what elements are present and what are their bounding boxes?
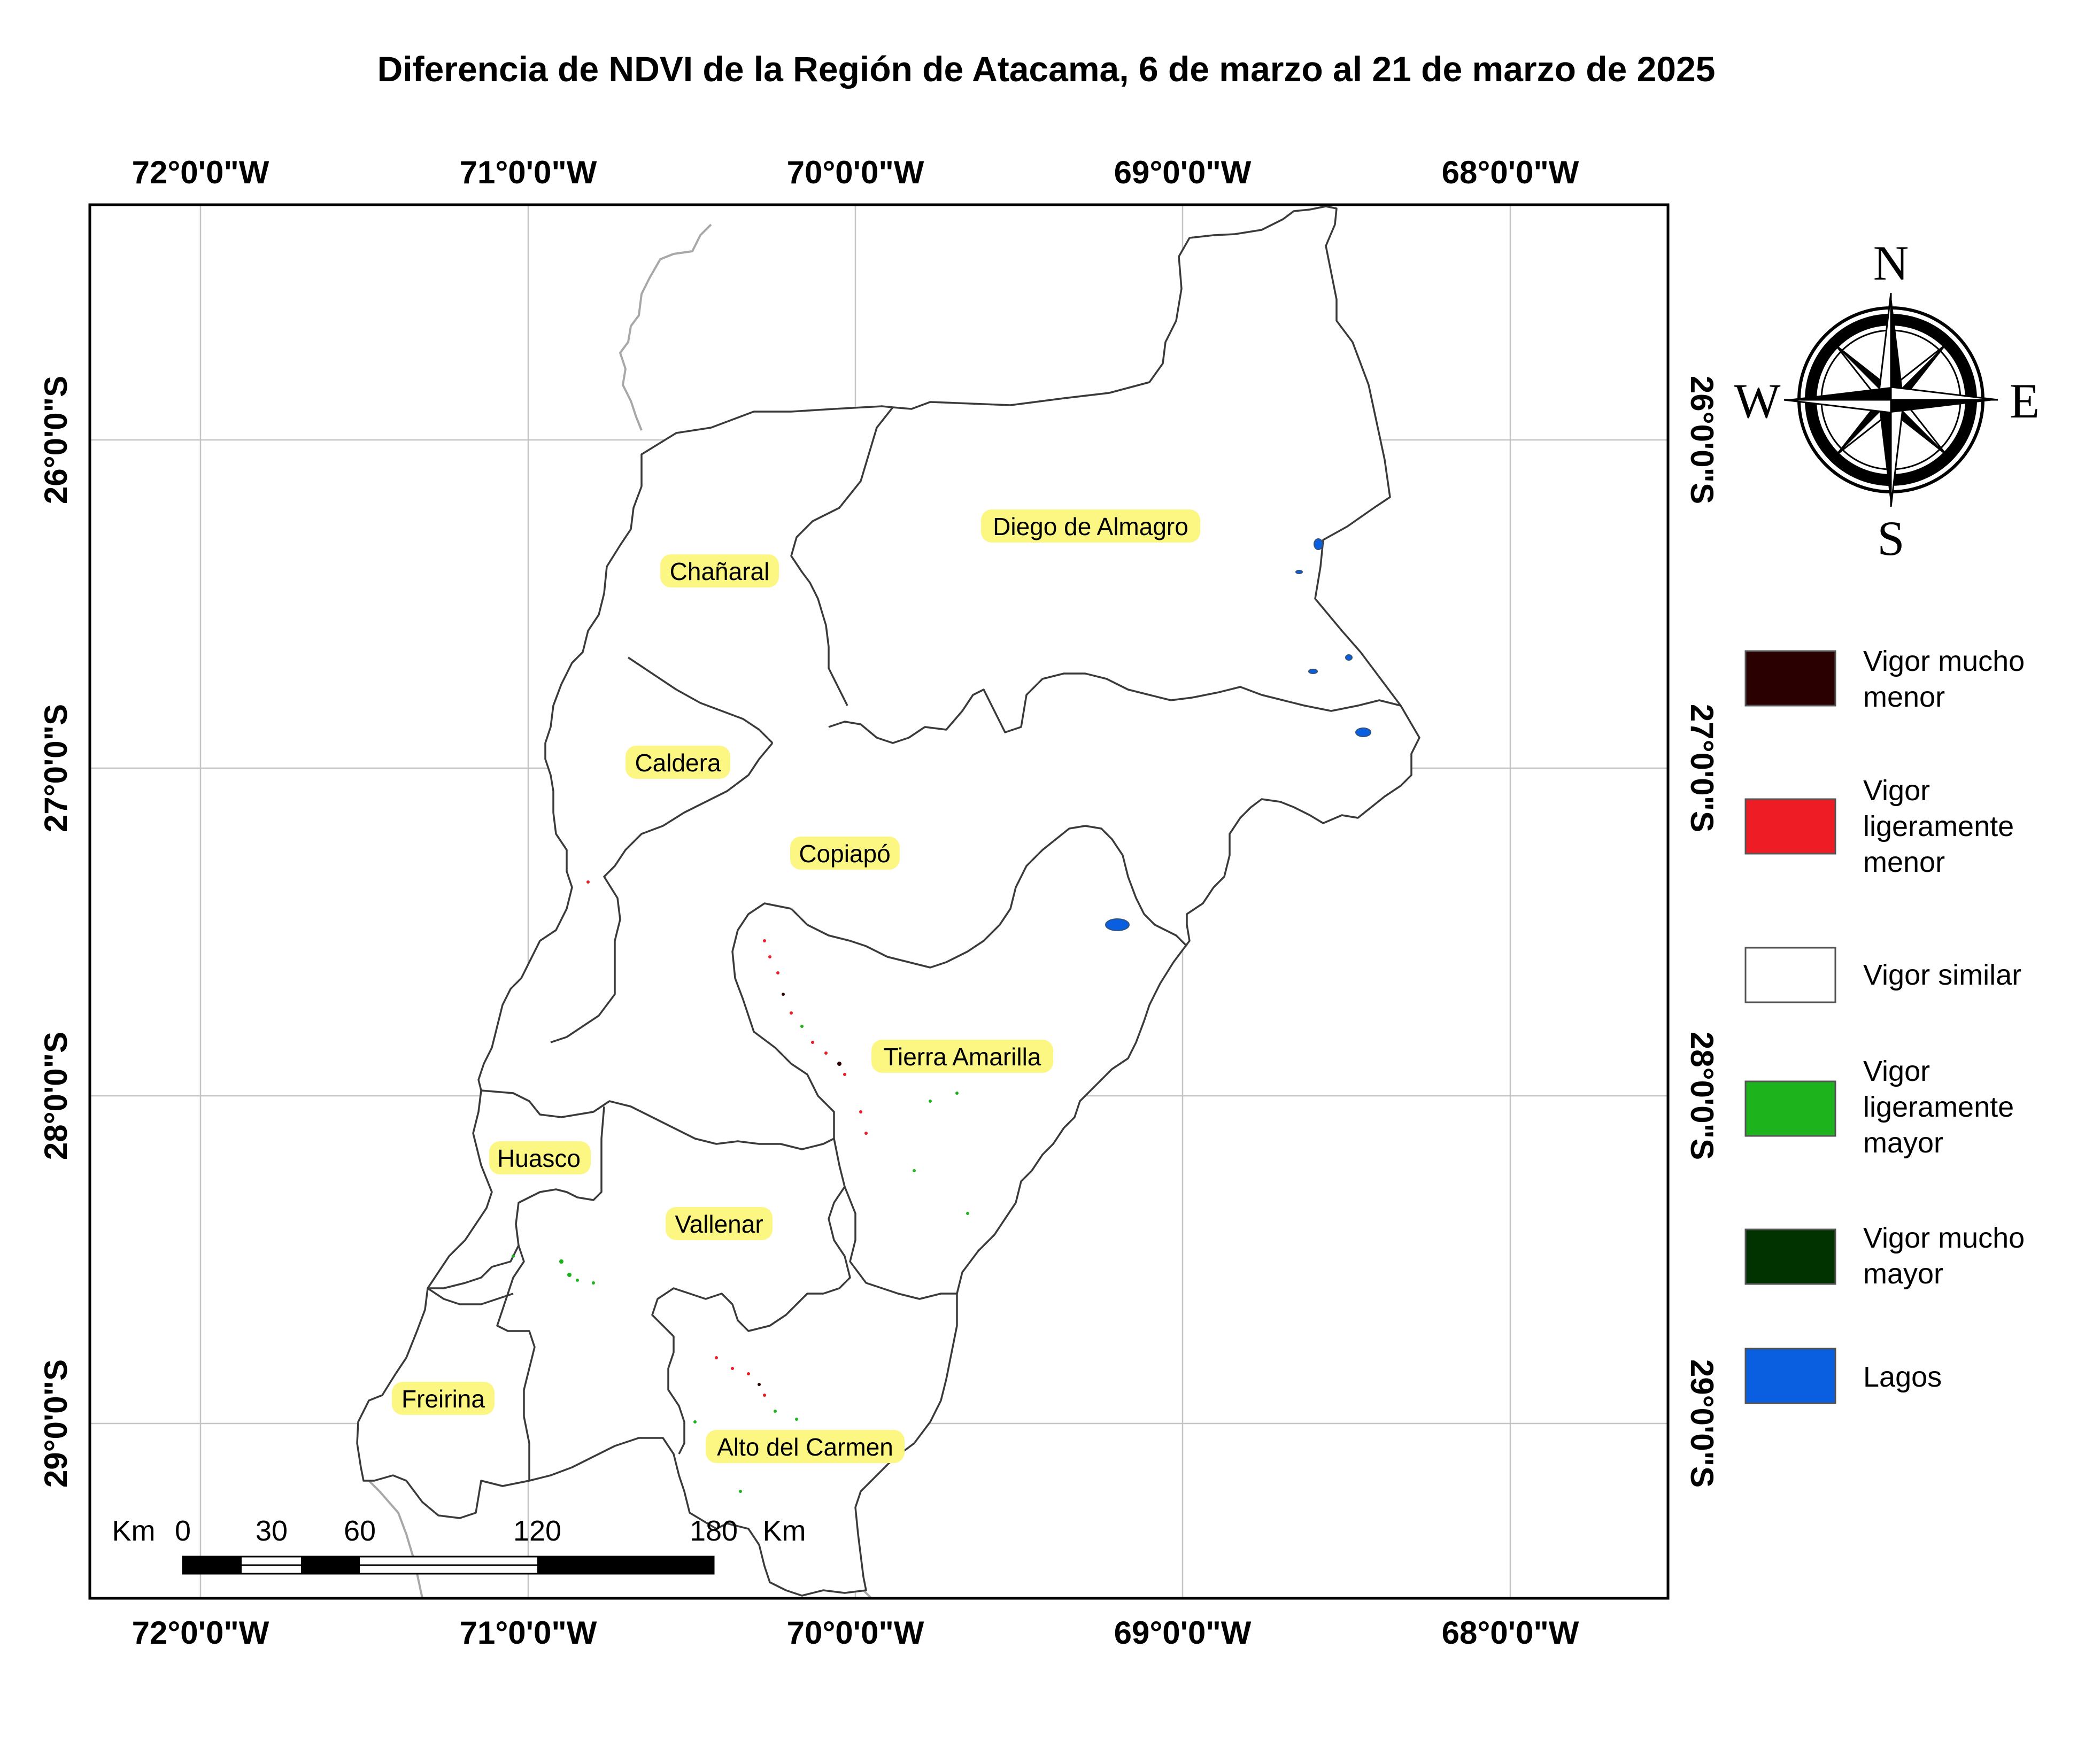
commune-labels: Diego de Almagro Chañaral Caldera Copiap… [392,509,1200,1463]
compass-rose-icon: N S E W [1734,236,2040,566]
label-vallenar: Vallenar [675,1210,763,1238]
legend-label: Vigor mucho [1863,1222,2025,1254]
label-alto-del-carmen: Alto del Carmen [717,1433,893,1461]
boundary-vallenar-freirina [496,1245,536,1481]
legend-label: mayor [1863,1258,1943,1290]
lon-label-bottom-69w: 69°0'0"W [1114,1615,1252,1651]
legend-swatch [1744,798,1836,855]
lon-label-top-69w: 69°0'0"W [1114,154,1252,190]
boundary-huasco-vallenar [428,1106,605,1289]
lon-label-bottom-70w: 70°0'0"W [787,1615,924,1651]
boundary-chanaral-caldera [628,656,774,744]
boundary-copiapo-huasco [481,1089,835,1150]
legend-swatch [1744,1228,1836,1285]
lon-label-top-72w: 72°0'0"W [132,154,269,190]
scale-bar: Km 0 30 60 120 180 Km [112,1515,806,1575]
ndvi-change-pixels [512,880,969,1493]
boundary-tierra-amarilla-east [790,825,1188,969]
legend-item-lagos: Lagos [1744,1348,1942,1404]
longitude-labels-bottom: 72°0'0"W 71°0'0"W 70°0'0"W 69°0'0"W 68°0… [132,1615,1579,1651]
boundary-chanaral-diego [790,406,894,706]
lat-label-left-26s: 26°0'0"S [38,376,74,504]
legend-label: Vigor [1863,775,1930,807]
latitude-labels-right: 26°0'0"S 27°0'0"S 28°0'0"S 29°0'0"S [1684,376,1720,1488]
lon-label-bottom-72w: 72°0'0"W [132,1615,269,1651]
scale-tick-30: 30 [256,1515,288,1547]
atacama-region [356,205,1420,1597]
lon-label-bottom-68w: 68°0'0"W [1442,1615,1579,1651]
legend-item-vigor-mucho-menor: Vigor mucho menor [1744,645,2025,713]
region-outline [356,205,1420,1597]
lon-label-top-70w: 70°0'0"W [787,154,924,190]
legend-label: Vigor mucho [1863,645,2025,677]
latitude-labels-left: 26°0'0"S 27°0'0"S 28°0'0"S 29°0'0"S [38,376,74,1488]
legend-swatch [1744,1348,1836,1404]
boundary-diego-copiapo [828,672,1401,744]
map-title: Diferencia de NDVI de la Región de Ataca… [377,49,1716,89]
legend-label: Lagos [1863,1361,1942,1393]
scale-unit-right: Km [763,1515,806,1547]
lon-label-bottom-71w: 71°0'0"W [460,1615,597,1651]
boundary-vallenar-alto [651,1186,851,1454]
scale-tick-120: 120 [513,1515,561,1547]
label-chanaral: Chañaral [670,558,770,585]
lat-label-right-29s: 29°0'0"S [1684,1359,1720,1488]
legend-label: menor [1863,846,1945,878]
scale-tick-0: 0 [175,1515,191,1547]
scale-tick-180: 180 [690,1515,738,1547]
compass-south: S [1877,511,1904,566]
lakes [1105,538,1371,931]
label-diego-de-almagro: Diego de Almagro [993,513,1188,540]
legend-label: Vigor similar [1863,959,2021,991]
lon-label-top-68w: 68°0'0"W [1442,154,1579,190]
label-freirina: Freirina [401,1385,485,1413]
lat-label-left-28s: 28°0'0"S [38,1032,74,1160]
lat-label-left-29s: 29°0'0"S [38,1359,74,1488]
legend-label: menor [1863,681,1945,713]
legend-label: mayor [1863,1127,1943,1159]
boundary-caldera-copiapo [550,742,774,1043]
scale-tick-60: 60 [344,1515,376,1547]
map-frame: Diego de Almagro Chañaral Caldera Copiap… [88,203,1670,1600]
legend-item-vigor-mucho-mayor: Vigor mucho mayor [1744,1222,2025,1290]
legend-item-vigor-similar: Vigor similar [1744,947,2021,1003]
boundary-freirina-inner [427,1287,514,1305]
legend-label: Vigor [1863,1055,1930,1087]
legend-swatch [1744,947,1836,1003]
legend-item-vigor-ligeramente-menor: Vigor ligeramente menor [1744,775,2014,878]
legend-swatch [1744,650,1836,707]
scale-unit-left: Km [112,1515,156,1547]
boundary-tierra-amarilla [731,902,957,1300]
lat-label-right-26s: 26°0'0"S [1684,376,1720,504]
longitude-labels-top: 72°0'0"W 71°0'0"W 70°0'0"W 69°0'0"W 68°0… [132,154,1579,190]
legend-label: ligeramente [1863,810,2014,842]
label-huasco: Huasco [497,1144,581,1172]
lat-label-left-27s: 27°0'0"S [38,704,74,832]
compass-west: W [1734,374,1781,428]
legend-item-vigor-ligeramente-mayor: Vigor ligeramente mayor [1744,1055,2014,1159]
label-copiapo: Copiapó [799,840,890,868]
compass-north: N [1873,236,1909,290]
lat-label-right-28s: 28°0'0"S [1684,1032,1720,1160]
legend-label: ligeramente [1863,1091,2014,1123]
lat-label-right-27s: 27°0'0"S [1684,704,1720,832]
label-tierra-amarilla: Tierra Amarilla [884,1043,1041,1071]
label-caldera: Caldera [635,749,721,777]
legend-swatch [1744,1080,1836,1137]
legend: Vigor mucho menor Vigor ligeramente meno… [1744,645,2025,1404]
compass-east: E [2010,374,2040,428]
lon-label-top-71w: 71°0'0"W [460,154,597,190]
